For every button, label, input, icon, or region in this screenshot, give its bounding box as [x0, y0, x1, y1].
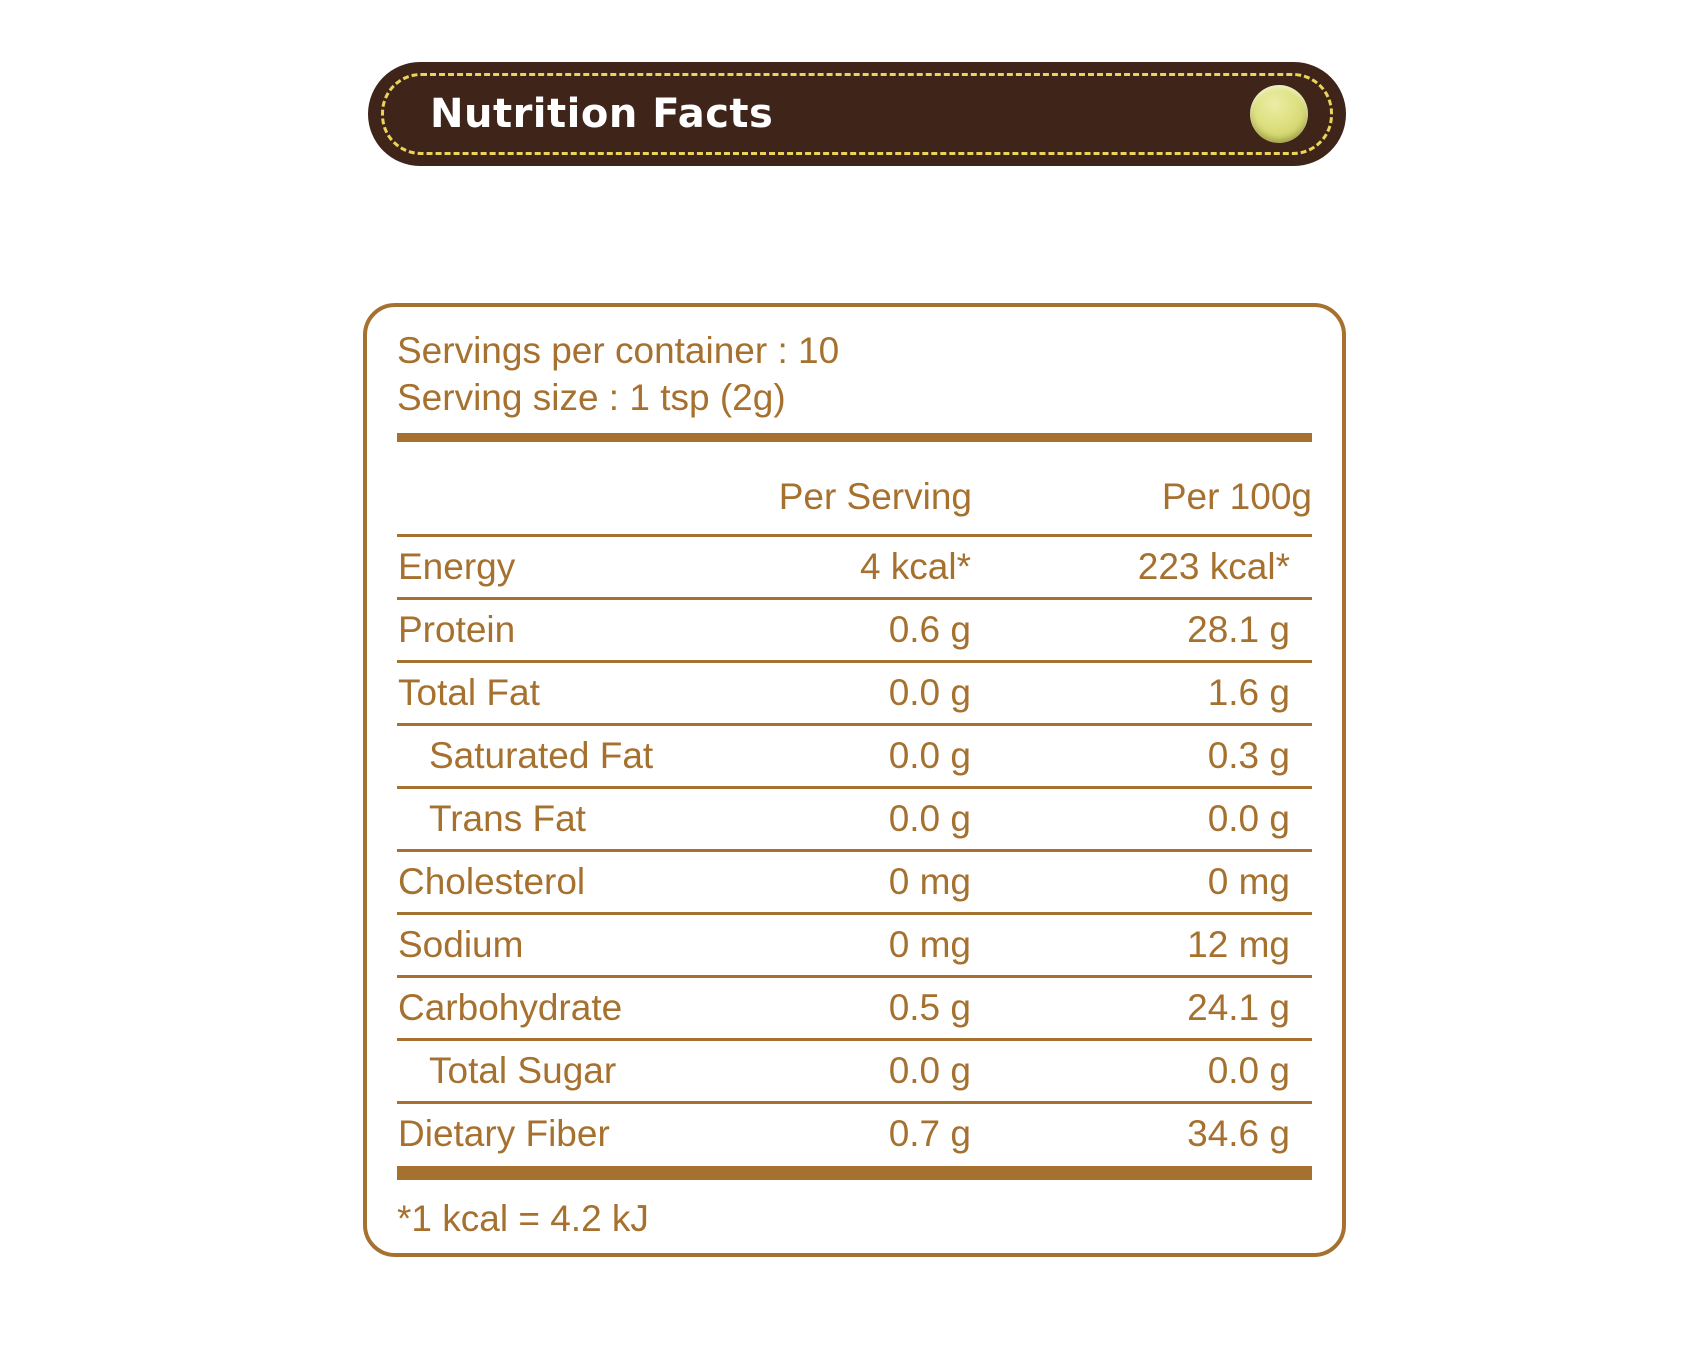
nutrient-label: Carbohydrate: [397, 976, 737, 1041]
per-serving-value: 0 mg: [737, 913, 972, 978]
banner-title: Nutrition Facts: [430, 91, 774, 137]
per-serving-value: 0.0 g: [737, 787, 972, 852]
table-row: Cholesterol 0 mg 0 mg: [397, 850, 1312, 915]
per-100g-value: 1.6 g: [972, 661, 1312, 726]
nutrient-label: Total Fat: [397, 661, 737, 726]
nutrition-panel: Servings per container : 10 Serving size…: [363, 303, 1346, 1257]
per-serving-value: 0.6 g: [737, 598, 972, 663]
nutrient-label: Cholesterol: [397, 850, 737, 915]
per-100g-value: 0 mg: [972, 850, 1312, 915]
column-header-per-100g: Per 100g: [972, 442, 1312, 537]
table-row: Trans Fat 0.0 g 0.0 g: [397, 787, 1312, 852]
column-header-per-serving: Per Serving: [737, 442, 972, 537]
table-row: Energy 4 kcal* 223 kcal*: [397, 535, 1312, 600]
serving-info: Servings per container : 10 Serving size…: [397, 327, 1312, 421]
nutrient-label: Protein: [397, 598, 737, 663]
per-serving-value: 4 kcal*: [737, 535, 972, 600]
snap-dot-icon: [1250, 85, 1308, 143]
serving-size: Serving size : 1 tsp (2g): [397, 377, 786, 418]
nutrient-label: Energy: [397, 535, 737, 600]
nutrient-label: Trans Fat: [397, 787, 737, 852]
divider-thick-bottom: [397, 1166, 1312, 1180]
table-row: Sodium 0 mg 12 mg: [397, 913, 1312, 978]
per-serving-value: 0.7 g: [888, 1113, 971, 1154]
per-100g-value: 28.1 g: [972, 598, 1312, 663]
per-100g-value: 223 kcal*: [972, 535, 1312, 600]
nutrient-label: Dietary Fiber: [398, 1113, 610, 1154]
nutrient-label: Sodium: [397, 913, 737, 978]
per-100g-value: 24.1 g: [972, 976, 1312, 1041]
per-100g-value: 34.6 g: [1187, 1113, 1290, 1154]
table-row: Saturated Fat 0.0 g 0.3 g: [397, 724, 1312, 789]
nutrition-table: Per Serving Per 100g Energy 4 kcal* 223 …: [397, 442, 1312, 1164]
per-100g-value: 0.3 g: [972, 724, 1312, 789]
table-header-row: Per Serving Per 100g: [397, 442, 1312, 537]
table-row: Total Sugar 0.0 g 0.0 g: [397, 1039, 1312, 1104]
per-serving-value: 0.0 g: [737, 724, 972, 789]
table-row: Dietary Fiber 0.7 g 34.6 g: [397, 1103, 1312, 1165]
table-row: Carbohydrate 0.5 g 24.1 g: [397, 976, 1312, 1041]
nutrient-label: Saturated Fat: [397, 724, 737, 789]
table-row: Protein 0.6 g 28.1 g: [397, 598, 1312, 663]
per-100g-value: 0.0 g: [972, 1039, 1312, 1104]
divider-thick-top: [397, 433, 1312, 442]
per-serving-value: 0.5 g: [737, 976, 972, 1041]
nutrient-label: Total Sugar: [397, 1039, 737, 1104]
per-serving-value: 0.0 g: [737, 1039, 972, 1104]
servings-per-container: Servings per container : 10: [397, 330, 840, 371]
per-100g-value: 0.0 g: [972, 787, 1312, 852]
column-header-label: [397, 442, 737, 537]
kcal-footnote: *1 kcal = 4.2 kJ: [397, 1198, 649, 1239]
nutrition-facts-banner: Nutrition Facts: [368, 62, 1346, 166]
per-serving-value: 0 mg: [737, 850, 972, 915]
table-row: Total Fat 0.0 g 1.6 g: [397, 661, 1312, 726]
per-100g-value: 12 mg: [972, 913, 1312, 978]
per-serving-value: 0.0 g: [737, 661, 972, 726]
